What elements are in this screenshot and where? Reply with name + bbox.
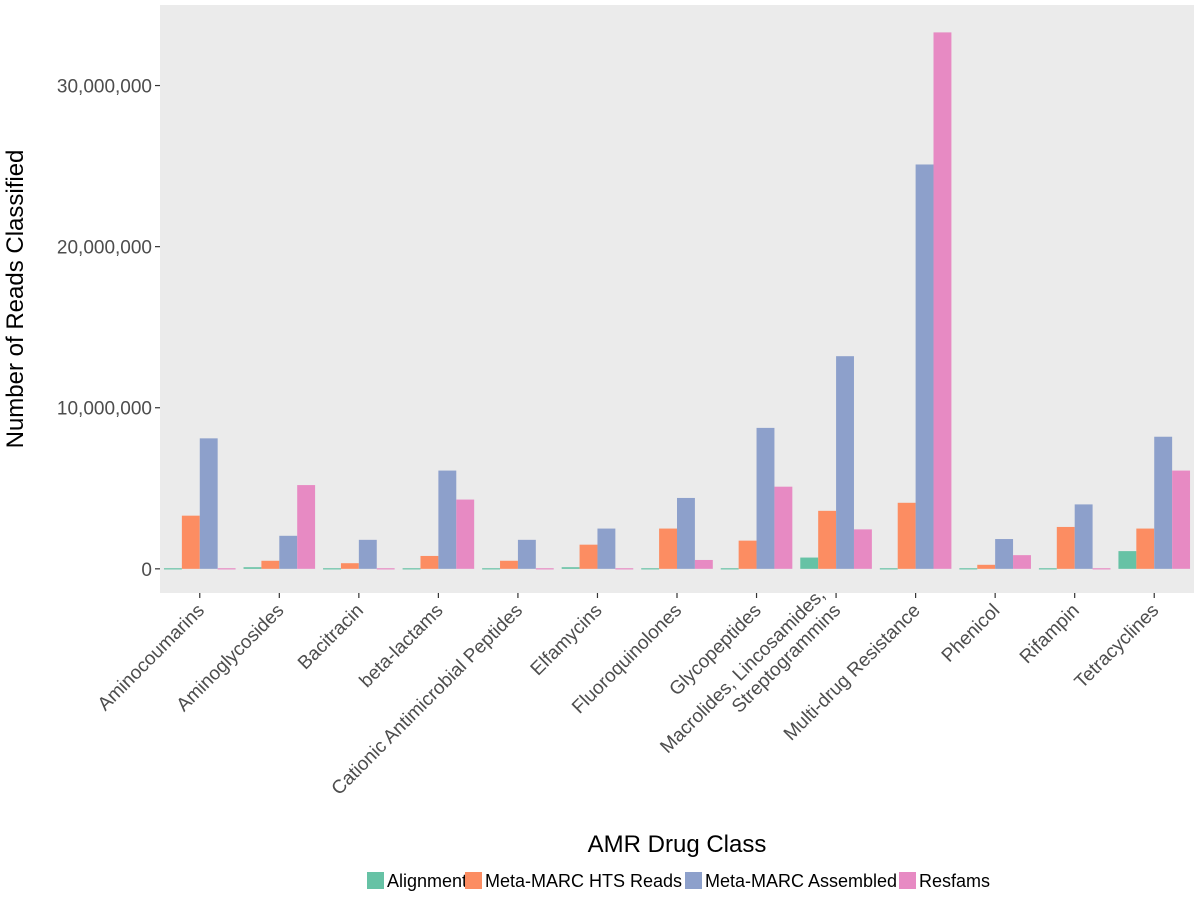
bar-resfams-7 <box>774 486 793 569</box>
bar-resfams-3 <box>456 499 475 569</box>
y-tick-label: 10,000,000 <box>57 399 152 420</box>
legend-label: Resfams <box>919 871 990 891</box>
bar-alignment-12 <box>1118 551 1137 569</box>
bar-alignment-0 <box>163 568 182 570</box>
bar-resfams-5 <box>615 568 634 570</box>
bar-meta-marc-hts-reads-4 <box>500 560 518 569</box>
bar-meta-marc-hts-reads-7 <box>738 540 757 569</box>
legend-label: Meta-MARC HTS Reads <box>485 871 682 891</box>
bar-meta-marc-assembled-6 <box>677 497 695 569</box>
bar-resfams-11 <box>1092 568 1111 570</box>
bar-resfams-12 <box>1172 470 1191 569</box>
bar-meta-marc-assembled-11 <box>1074 504 1093 569</box>
y-tick-label: 30,000,000 <box>57 77 152 98</box>
bar-meta-marc-hts-reads-9 <box>897 502 916 569</box>
bar-resfams-0 <box>217 568 236 570</box>
bar-meta-marc-hts-reads-5 <box>579 544 598 569</box>
bar-meta-marc-hts-reads-12 <box>1136 528 1155 569</box>
legend-key-alignment <box>367 872 384 889</box>
legend: Alignment Meta-MARC HTS Reads Meta-MARC As… <box>367 871 990 891</box>
bar-meta-marc-hts-reads-6 <box>659 528 677 569</box>
legend-key-meta-marc-hts-reads <box>465 872 482 889</box>
bar-alignment-2 <box>323 568 341 570</box>
bar-meta-marc-assembled-4 <box>517 539 536 569</box>
bar-alignment-4 <box>482 568 501 570</box>
bar-meta-marc-assembled-3 <box>438 470 457 569</box>
bar-meta-marc-assembled-7 <box>756 427 775 569</box>
bar-meta-marc-hts-reads-11 <box>1056 526 1075 569</box>
bar-alignment-10 <box>959 568 978 570</box>
bar-resfams-4 <box>535 568 554 570</box>
bars <box>163 32 1191 570</box>
y-axis-title: Number of Reads Classified <box>2 150 29 449</box>
x-tick-label: Tetracyclines <box>1071 600 1164 693</box>
x-axis-title: AMR Drug Class <box>588 831 767 858</box>
x-tick-label: Bacitracin <box>294 600 368 674</box>
bar-meta-marc-hts-reads-3 <box>420 555 439 569</box>
bar-resfams-1 <box>297 485 316 569</box>
bar-alignment-1 <box>243 567 262 569</box>
bar-meta-marc-assembled-1 <box>279 535 298 569</box>
bar-alignment-11 <box>1038 568 1057 570</box>
bar-meta-marc-assembled-8 <box>836 356 854 569</box>
bar-alignment-3 <box>402 568 421 570</box>
x-tick-label: Elfamycins <box>527 600 607 680</box>
bar-meta-marc-hts-reads-2 <box>340 563 359 569</box>
bar-meta-marc-assembled-9 <box>915 164 934 569</box>
x-tick-label: Phenicol <box>938 600 1004 666</box>
legend-label: Meta-MARC Assembled <box>705 871 897 891</box>
legend-key-resfams <box>899 872 916 889</box>
x-tick-label: Rifampin <box>1016 600 1084 668</box>
bar-alignment-8 <box>800 557 819 569</box>
bar-resfams-6 <box>694 559 713 569</box>
bar-meta-marc-assembled-5 <box>597 528 616 569</box>
bar-resfams-8 <box>853 529 872 569</box>
plot-panel <box>160 5 1194 593</box>
bar-meta-marc-hts-reads-0 <box>181 515 200 569</box>
bar-meta-marc-assembled-10 <box>995 539 1014 569</box>
y-tick-label: 0 <box>141 560 152 581</box>
bar-meta-marc-hts-reads-1 <box>261 560 280 569</box>
bar-alignment-9 <box>879 568 898 570</box>
y-axis: 0 10,000,000 20,000,000 30,000,000 <box>57 77 160 581</box>
bar-meta-marc-assembled-12 <box>1154 436 1173 569</box>
bar-resfams-2 <box>376 568 395 570</box>
bar-resfams-9 <box>933 32 952 569</box>
bar-meta-marc-hts-reads-8 <box>818 510 837 569</box>
y-tick-label: 20,000,000 <box>57 238 152 259</box>
bar-alignment-6 <box>641 568 660 570</box>
bar-alignment-5 <box>561 567 580 569</box>
bar-meta-marc-assembled-2 <box>358 539 377 569</box>
bar-alignment-7 <box>720 568 739 570</box>
legend-label: Alignment <box>387 871 467 891</box>
bar-meta-marc-hts-reads-10 <box>977 564 996 569</box>
legend-key-meta-marc-assembled <box>685 872 702 889</box>
bar-resfams-10 <box>1013 555 1031 569</box>
bar-meta-marc-assembled-0 <box>199 438 218 569</box>
